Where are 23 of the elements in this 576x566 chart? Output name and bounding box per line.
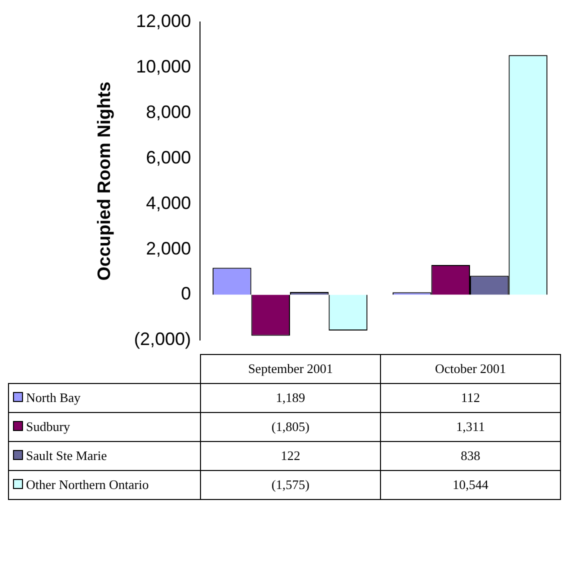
legend-label: Sudbury (26, 419, 70, 434)
legend-label: North Bay (26, 390, 81, 405)
data-label: 838 (380, 442, 560, 470)
y-tick-label: 4,000 (146, 192, 191, 213)
y-tick-label: 12,000 (136, 10, 191, 31)
y-tick-label: (2,000) (134, 329, 191, 350)
y-tick-label: 10,000 (136, 56, 191, 76)
data-label: 122 (200, 442, 380, 470)
y-tick-label: 6,000 (146, 147, 191, 168)
data-label: 1,189 (200, 384, 380, 412)
data-label: 10,544 (380, 470, 560, 500)
y-tick-label: 0 (180, 284, 191, 304)
legend-label: Sault Ste Marie (26, 448, 107, 463)
data-label: (1,805) (200, 412, 380, 442)
y-tick-label: 2,000 (146, 238, 191, 258)
y-axis-title: Occupied Room Nights (94, 82, 114, 281)
x-tick-label: September 2001 (200, 354, 380, 384)
y-tick-label: 8,000 (146, 102, 191, 122)
data-label: 1,311 (380, 412, 560, 442)
x-tick-label: October 2001 (380, 354, 560, 384)
legend-label: Other Northern Ontario (26, 477, 149, 492)
data-label: (1,575) (200, 470, 380, 500)
data-label: 112 (380, 384, 560, 412)
